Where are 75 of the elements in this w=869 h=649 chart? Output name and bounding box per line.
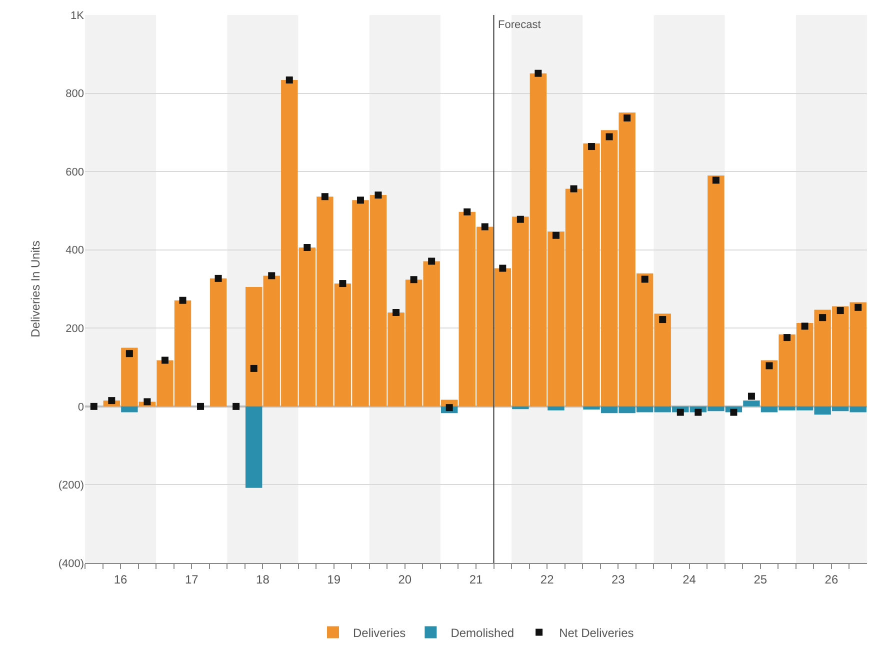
point <box>232 402 240 410</box>
point <box>819 314 826 322</box>
y-tick-label: 0 <box>78 401 84 414</box>
point <box>464 208 471 216</box>
point <box>197 402 204 410</box>
point <box>730 408 738 416</box>
point <box>801 322 808 330</box>
x-tick-label: 25 <box>754 572 768 586</box>
point <box>606 133 613 140</box>
point <box>784 334 791 342</box>
point <box>214 274 222 282</box>
point <box>748 392 755 400</box>
point <box>676 408 684 416</box>
x-tick-label: 19 <box>327 572 341 586</box>
point <box>836 307 844 314</box>
point <box>854 304 862 311</box>
point <box>321 193 328 200</box>
y-tick-label: 1K <box>70 10 85 22</box>
point <box>339 280 346 288</box>
point <box>374 192 382 199</box>
point <box>659 316 666 324</box>
x-tick-label: 23 <box>612 572 626 586</box>
point <box>108 397 116 404</box>
point <box>712 176 720 184</box>
point <box>250 364 258 372</box>
y-tick-label: (400) <box>58 558 84 570</box>
bar <box>121 406 138 412</box>
point <box>446 404 453 412</box>
x-tick-label: 18 <box>256 572 270 586</box>
point <box>161 356 168 364</box>
point <box>126 350 133 358</box>
point <box>534 70 542 77</box>
point <box>286 76 293 84</box>
legend-label: Net Deliveries <box>559 626 634 640</box>
point <box>268 272 276 280</box>
point <box>410 276 418 284</box>
ref-line-label: Forecast <box>498 19 541 31</box>
bar <box>210 278 227 406</box>
point <box>90 402 98 410</box>
point <box>694 408 702 416</box>
x-tick-label: 22 <box>540 572 554 586</box>
point <box>570 185 578 192</box>
point <box>624 114 631 122</box>
point <box>356 196 364 204</box>
bar <box>743 400 760 406</box>
y-tick-label: (200) <box>58 480 84 492</box>
point <box>641 276 648 283</box>
x-tick-label: 24 <box>682 572 696 586</box>
y-tick-label: 400 <box>66 244 84 257</box>
point <box>144 398 151 406</box>
point <box>766 362 773 370</box>
bar <box>245 406 262 488</box>
x-tick-label: 21 <box>469 572 483 586</box>
y-tick-label: 200 <box>66 322 84 335</box>
point <box>179 296 186 304</box>
point <box>481 223 488 230</box>
legend-label: Demolished <box>450 626 514 640</box>
point <box>392 308 400 316</box>
x-tick-label: 26 <box>824 572 838 586</box>
x-tick-label: 20 <box>398 572 412 586</box>
point <box>588 143 596 150</box>
point <box>552 232 560 239</box>
x-tick-label: 16 <box>114 572 128 586</box>
point <box>428 258 436 265</box>
legend-label: Deliveries <box>353 626 406 640</box>
y-axis-title: Deliveries In Units <box>28 240 43 338</box>
point <box>516 216 524 223</box>
x-tick-label: 17 <box>184 572 199 586</box>
y-tick-label: 600 <box>66 166 84 178</box>
bar <box>512 406 529 410</box>
bar <box>708 175 724 406</box>
bar <box>548 406 564 410</box>
point <box>304 244 311 252</box>
point <box>499 264 506 272</box>
y-tick-label: 800 <box>66 88 84 100</box>
